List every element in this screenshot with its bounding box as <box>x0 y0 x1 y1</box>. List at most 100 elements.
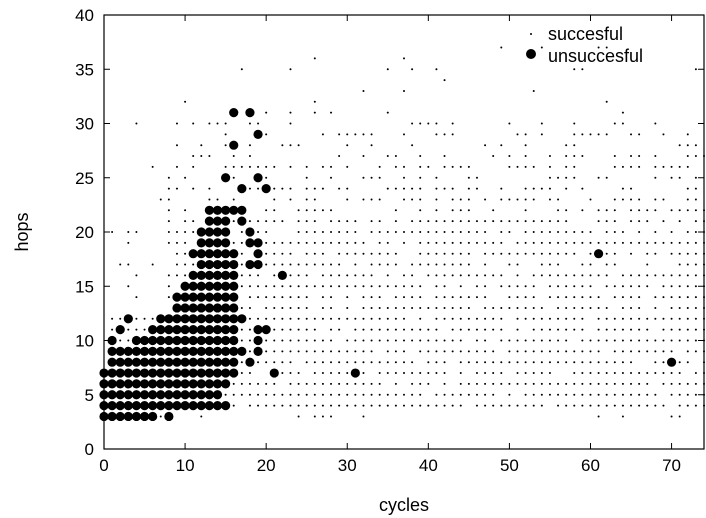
succesful-point <box>452 166 454 168</box>
succesful-point <box>679 394 681 396</box>
succesful-point <box>614 220 616 222</box>
succesful-point <box>403 394 405 396</box>
succesful-point <box>273 220 275 222</box>
y-tick-label: 25 <box>75 169 94 188</box>
succesful-point <box>330 285 332 287</box>
unsuccesful-point <box>124 412 133 421</box>
succesful-point <box>233 394 235 396</box>
succesful-point <box>695 329 697 331</box>
succesful-point <box>638 209 640 211</box>
unsuccesful-point <box>180 314 189 323</box>
succesful-point <box>257 285 259 287</box>
succesful-point <box>476 361 478 363</box>
unsuccesful-point <box>124 358 133 367</box>
succesful-point <box>184 242 186 244</box>
x-tick-label: 60 <box>581 456 600 475</box>
succesful-point <box>452 274 454 276</box>
succesful-point <box>338 372 340 374</box>
succesful-point <box>387 242 389 244</box>
succesful-point <box>265 166 267 168</box>
succesful-point <box>249 340 251 342</box>
succesful-point <box>444 350 446 352</box>
succesful-point <box>208 198 210 200</box>
succesful-point <box>565 329 567 331</box>
unsuccesful-point <box>237 347 246 356</box>
succesful-point <box>581 383 583 385</box>
succesful-point <box>444 133 446 135</box>
succesful-point <box>411 383 413 385</box>
succesful-point <box>444 274 446 276</box>
succesful-point <box>671 307 673 309</box>
succesful-point <box>500 329 502 331</box>
succesful-point <box>387 350 389 352</box>
succesful-point <box>241 264 243 266</box>
succesful-point <box>589 133 591 135</box>
succesful-point <box>606 329 608 331</box>
unsuccesful-point <box>213 368 222 377</box>
unsuccesful-point <box>180 401 189 410</box>
succesful-point <box>654 155 656 157</box>
unsuccesful-point <box>221 336 230 345</box>
succesful-point <box>468 253 470 255</box>
unsuccesful-point <box>253 249 262 258</box>
succesful-point <box>500 231 502 233</box>
succesful-point <box>654 274 656 276</box>
succesful-point <box>671 350 673 352</box>
succesful-point <box>646 209 648 211</box>
succesful-point <box>533 274 535 276</box>
succesful-point <box>257 405 259 407</box>
succesful-point <box>387 307 389 309</box>
unsuccesful-point <box>205 368 214 377</box>
succesful-point <box>427 340 429 342</box>
succesful-point <box>476 242 478 244</box>
succesful-point <box>338 231 340 233</box>
succesful-point <box>419 372 421 374</box>
succesful-point <box>646 318 648 320</box>
succesful-point <box>581 264 583 266</box>
succesful-point <box>249 383 251 385</box>
succesful-point <box>638 274 640 276</box>
succesful-point <box>419 350 421 352</box>
succesful-point <box>581 68 583 70</box>
legend-label-unsuccesful: unsuccesful <box>548 46 643 66</box>
succesful-point <box>306 274 308 276</box>
succesful-point <box>411 144 413 146</box>
succesful-point <box>687 231 689 233</box>
succesful-point <box>687 242 689 244</box>
succesful-point <box>419 405 421 407</box>
unsuccesful-point <box>221 358 230 367</box>
succesful-point <box>306 198 308 200</box>
succesful-point <box>354 264 356 266</box>
unsuccesful-point <box>213 282 222 291</box>
succesful-point <box>265 133 267 135</box>
succesful-point <box>614 405 616 407</box>
unsuccesful-point <box>140 368 149 377</box>
succesful-point <box>379 198 381 200</box>
succesful-point <box>233 198 235 200</box>
succesful-point <box>517 372 519 374</box>
succesful-point <box>589 372 591 374</box>
succesful-point <box>565 220 567 222</box>
unsuccesful-point <box>116 401 125 410</box>
succesful-point <box>638 405 640 407</box>
succesful-point <box>508 307 510 309</box>
succesful-point <box>589 242 591 244</box>
succesful-point <box>298 144 300 146</box>
unsuccesful-point <box>108 412 117 421</box>
succesful-point <box>541 47 543 49</box>
succesful-point <box>492 242 494 244</box>
succesful-point <box>281 296 283 298</box>
succesful-point <box>184 253 186 255</box>
succesful-point <box>314 329 316 331</box>
succesful-point <box>533 198 535 200</box>
succesful-point <box>233 166 235 168</box>
succesful-point <box>168 188 170 190</box>
succesful-point <box>273 383 275 385</box>
succesful-point <box>541 361 543 363</box>
succesful-point <box>338 405 340 407</box>
succesful-point <box>379 405 381 407</box>
succesful-point <box>403 188 405 190</box>
succesful-point <box>444 79 446 81</box>
unsuccesful-point <box>172 303 181 312</box>
succesful-point <box>362 177 364 179</box>
